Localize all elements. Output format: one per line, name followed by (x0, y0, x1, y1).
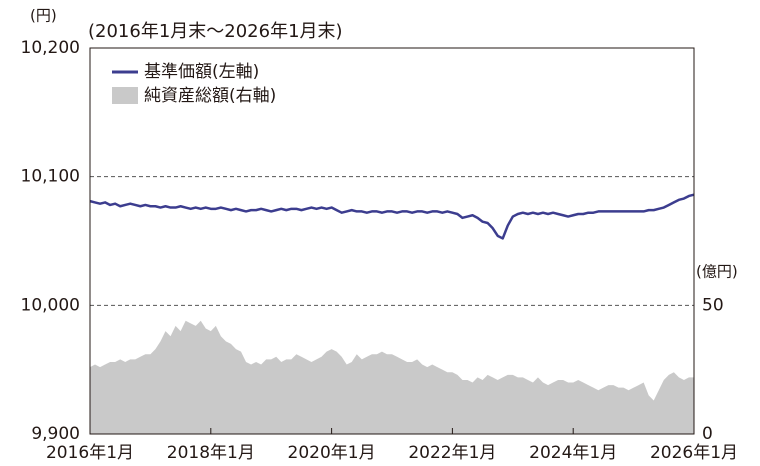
x-tick-label: 2020年1月 (288, 443, 376, 463)
chart-subtitle: (2016年1月末～2026年1月末) (88, 21, 343, 42)
x-tick-label: 2018年1月 (167, 443, 255, 463)
plot-frame (89, 47, 695, 435)
area (90, 320, 694, 434)
x-tick-label: 2026年1月 (650, 443, 738, 463)
y2-axis-label: (億円) (696, 263, 738, 281)
x-tick-label: 2024年1月 (529, 443, 617, 463)
y-tick-label: 10,200 (21, 38, 80, 58)
y-tick-label: 9,900 (31, 424, 80, 444)
y2-tick-label: 50 (702, 295, 724, 315)
x-tick-label: 2016年1月 (46, 443, 134, 463)
y-tick-label: 10,100 (21, 167, 80, 187)
legend-swatch (112, 87, 138, 104)
y-axis-label: (円) (30, 7, 57, 25)
y-tick-label: 10,000 (21, 295, 80, 315)
x-tick-label: 2022年1月 (408, 443, 496, 463)
legend-label: 純資産総額(右軸) (144, 86, 276, 106)
line (89, 193, 695, 240)
y2-tick-label: 0 (702, 424, 713, 444)
legend-label: 基準価額(左軸) (144, 62, 259, 82)
